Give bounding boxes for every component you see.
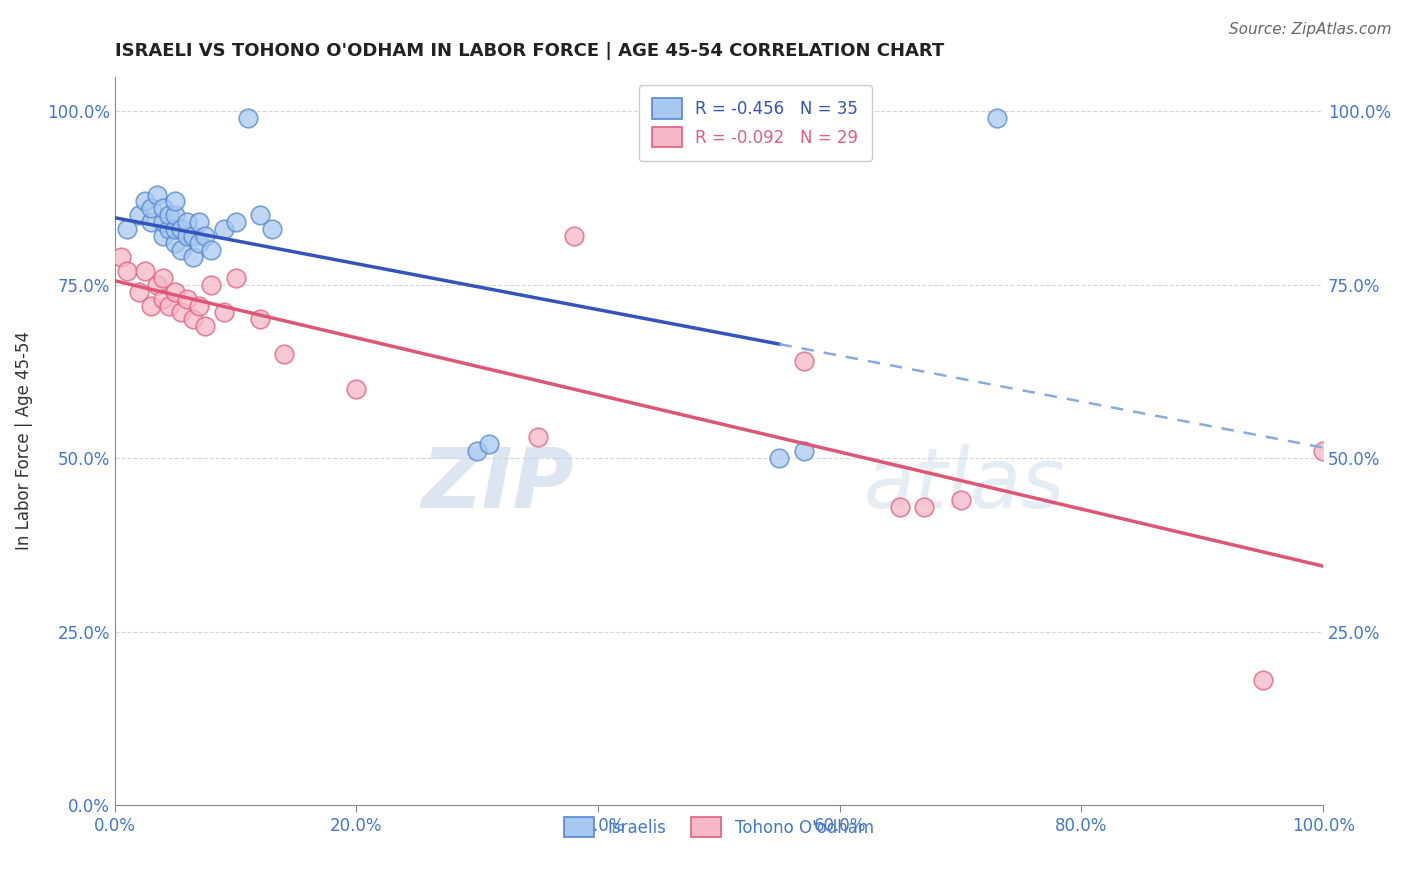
Point bbox=[170, 243, 193, 257]
Point bbox=[949, 492, 972, 507]
Point bbox=[188, 299, 211, 313]
Point bbox=[188, 236, 211, 251]
Point bbox=[165, 208, 187, 222]
Point bbox=[157, 299, 180, 313]
Point bbox=[134, 264, 156, 278]
Point bbox=[146, 187, 169, 202]
Point bbox=[181, 250, 204, 264]
Point bbox=[134, 194, 156, 209]
Point bbox=[346, 382, 368, 396]
Point bbox=[165, 194, 187, 209]
Point bbox=[249, 312, 271, 326]
Y-axis label: In Labor Force | Age 45-54: In Labor Force | Age 45-54 bbox=[15, 331, 32, 550]
Point bbox=[152, 292, 174, 306]
Point bbox=[152, 229, 174, 244]
Point bbox=[478, 437, 501, 451]
Point bbox=[176, 229, 198, 244]
Point bbox=[165, 236, 187, 251]
Point bbox=[188, 215, 211, 229]
Point bbox=[176, 292, 198, 306]
Point bbox=[236, 112, 259, 126]
Point bbox=[212, 305, 235, 319]
Point bbox=[986, 112, 1008, 126]
Point bbox=[170, 222, 193, 236]
Point bbox=[768, 451, 790, 466]
Point bbox=[152, 202, 174, 216]
Point bbox=[115, 222, 138, 236]
Point bbox=[139, 202, 162, 216]
Point bbox=[260, 222, 283, 236]
Point bbox=[128, 208, 150, 222]
Point bbox=[157, 222, 180, 236]
Point bbox=[1312, 444, 1334, 458]
Point bbox=[273, 347, 295, 361]
Point bbox=[200, 243, 222, 257]
Point bbox=[157, 208, 180, 222]
Point bbox=[225, 215, 247, 229]
Point bbox=[889, 500, 911, 514]
Point bbox=[249, 208, 271, 222]
Point bbox=[139, 215, 162, 229]
Text: Source: ZipAtlas.com: Source: ZipAtlas.com bbox=[1229, 22, 1392, 37]
Point bbox=[146, 277, 169, 292]
Point bbox=[200, 277, 222, 292]
Point bbox=[1251, 673, 1274, 687]
Point bbox=[912, 500, 935, 514]
Point bbox=[212, 222, 235, 236]
Point bbox=[128, 285, 150, 299]
Point bbox=[562, 229, 585, 244]
Point bbox=[165, 222, 187, 236]
Point bbox=[165, 285, 187, 299]
Text: atlas: atlas bbox=[863, 444, 1066, 525]
Point bbox=[465, 444, 488, 458]
Text: ZIP: ZIP bbox=[422, 444, 574, 525]
Point bbox=[793, 354, 815, 368]
Point bbox=[170, 305, 193, 319]
Point bbox=[176, 215, 198, 229]
Point bbox=[225, 270, 247, 285]
Point bbox=[194, 319, 217, 334]
Point bbox=[526, 430, 548, 444]
Point bbox=[181, 229, 204, 244]
Point bbox=[110, 250, 132, 264]
Point bbox=[793, 444, 815, 458]
Text: ISRAELI VS TOHONO O'ODHAM IN LABOR FORCE | AGE 45-54 CORRELATION CHART: ISRAELI VS TOHONO O'ODHAM IN LABOR FORCE… bbox=[115, 42, 943, 60]
Point bbox=[139, 299, 162, 313]
Point bbox=[115, 264, 138, 278]
Legend: Israelis, Tohono O'odham: Israelis, Tohono O'odham bbox=[557, 810, 880, 844]
Point bbox=[152, 215, 174, 229]
Point bbox=[181, 312, 204, 326]
Point bbox=[152, 270, 174, 285]
Point bbox=[194, 229, 217, 244]
